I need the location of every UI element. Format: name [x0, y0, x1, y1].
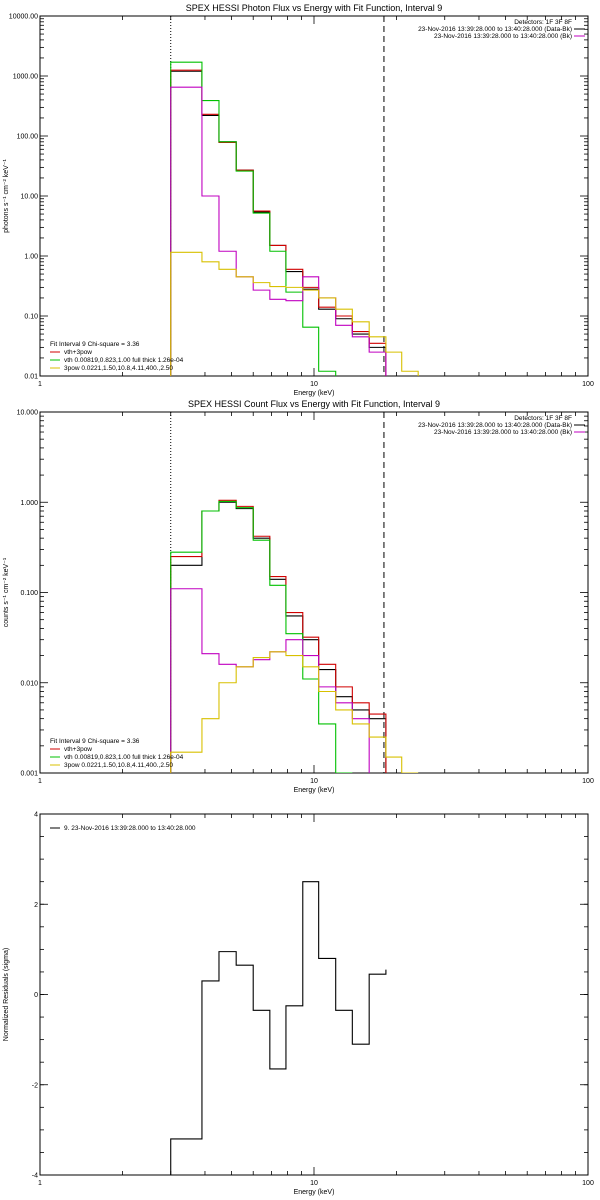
legend-right-text: Detectors: 1F 3F 8F: [514, 415, 572, 422]
photon-flux-panel: SPEX HESSI Photon Flux vs Energy with Fi…: [3, 3, 594, 397]
series-line-bk: [170, 86, 387, 376]
x-tick-label: 100: [582, 778, 594, 785]
y-tick-label: 0: [34, 992, 38, 999]
y-tick-label: 10.000: [17, 410, 39, 417]
y-tick-label: 0.010: [20, 680, 38, 687]
legend-left-text: vth 0.00819,0.823,1.00 full thick 1.26e-…: [64, 357, 184, 364]
legend-right-text: 23-Nov-2016 13:39:28.000 to 13:40:28.000…: [418, 422, 572, 429]
y-tick-label: 10.00: [20, 194, 38, 201]
series-line-vth: [170, 500, 353, 773]
series-line-data-bk: [170, 501, 387, 773]
x-tick-label: 10: [310, 778, 318, 785]
chart-title: SPEX HESSI Count Flux vs Energy with Fit…: [188, 399, 440, 409]
series-line-data-bk: [170, 70, 387, 376]
plot-frame: [39, 813, 589, 1176]
y-tick-label: 0.10: [24, 314, 38, 321]
legend-left-text: 9. 23-Nov-2016 13:39:28.000 to 13:40:28.…: [64, 825, 196, 832]
legend-left-text: 3pow 0.0221,1.50,10.8,4.11,400.,2.50: [64, 365, 173, 372]
y-tick-label: 0.01: [24, 374, 38, 381]
legend-left-text: vth+3pow: [64, 746, 92, 753]
series-line-3pow: [170, 251, 419, 376]
x-tick-label: 1: [38, 778, 42, 785]
y-tick-label: 100.00: [17, 134, 39, 141]
series-line-vth-3pow: [170, 69, 387, 376]
plot-frame: [39, 411, 589, 774]
legend-left-text: vth+3pow: [64, 349, 92, 356]
y-tick-label: 1.000: [20, 500, 38, 507]
residuals-panel: 1 10 100 Energy (keV) -4 -2 0 2 4 Normalized Resi…: [3, 812, 594, 1197]
y-tick-label: 4: [34, 812, 38, 819]
legend-left-text: vth 0.00819,0.823,1.00 full thick 1.26e-…: [64, 754, 184, 761]
series-group: [170, 881, 387, 1175]
y-tick-label: 10000.00: [9, 14, 38, 21]
series-line-3pow: [170, 651, 419, 773]
series-group: [170, 499, 419, 773]
x-tick-label: 1: [38, 381, 42, 388]
y-tick-label: 1.00: [24, 254, 38, 261]
y-axis-label: counts s⁻¹ cm⁻² keV⁻¹: [3, 557, 10, 627]
series-group: [170, 61, 419, 376]
x-axis-label: Energy (keV): [294, 390, 335, 397]
legend-left-text: 3pow 0.0221,1.50,10.8,4.11,400.,2.50: [64, 762, 173, 769]
series-line-9-23-nov-2016-13-39-28-000-to-13-40-28-000: [170, 881, 387, 1175]
x-axis-label: Energy (keV): [294, 787, 335, 794]
x-tick-label: 10: [310, 381, 318, 388]
y-tick-label: 0.100: [20, 590, 38, 597]
series-line-vth: [170, 61, 337, 376]
legend-right-text: 23-Nov-2016 13:39:28.000 to 13:40:28.000…: [434, 429, 572, 436]
legend-right-text: 23-Nov-2016 13:39:28.000 to 13:40:28.000…: [418, 26, 572, 33]
y-tick-label: 0.001: [20, 771, 38, 778]
plot-frame: [39, 15, 589, 377]
x-tick-label: 100: [582, 381, 594, 388]
y-tick-label: -4: [32, 1173, 38, 1180]
legend-right-text: 23-Nov-2016 13:39:28.000 to 13:40:28.000…: [434, 33, 572, 40]
x-axis-label: Energy (keV): [294, 1189, 335, 1196]
legend-right-text: Detectors: 1F 3F 8F: [514, 19, 572, 26]
series-line-vth-3pow: [170, 499, 387, 773]
y-tick-label: 1000.00: [13, 74, 38, 81]
chart-title: SPEX HESSI Photon Flux vs Energy with Fi…: [186, 3, 443, 13]
series-line-bk: [170, 588, 370, 773]
y-axis-label: photons s⁻¹ cm⁻² keV⁻¹: [3, 158, 10, 232]
x-tick-label: 100: [582, 1180, 594, 1187]
y-tick-label: 2: [34, 902, 38, 909]
count-flux-panel: SPEX HESSI Count Flux vs Energy with Fit…: [3, 399, 594, 794]
y-tick-label: -2: [32, 1082, 38, 1089]
y-axis-label: Normalized Residuals (sigma): [3, 948, 10, 1041]
legend-left-text: Fit Interval 9 Chi-square = 3.36: [50, 341, 140, 348]
legend-left-text: Fit Interval 9 Chi-square = 3.36: [50, 738, 140, 745]
x-tick-label: 10: [310, 1180, 318, 1187]
x-tick-label: 1: [38, 1180, 42, 1187]
